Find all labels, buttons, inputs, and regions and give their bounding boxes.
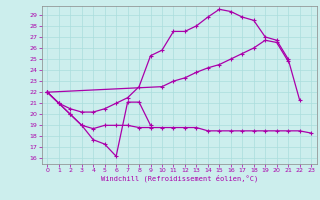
X-axis label: Windchill (Refroidissement éolien,°C): Windchill (Refroidissement éolien,°C)	[100, 175, 258, 182]
